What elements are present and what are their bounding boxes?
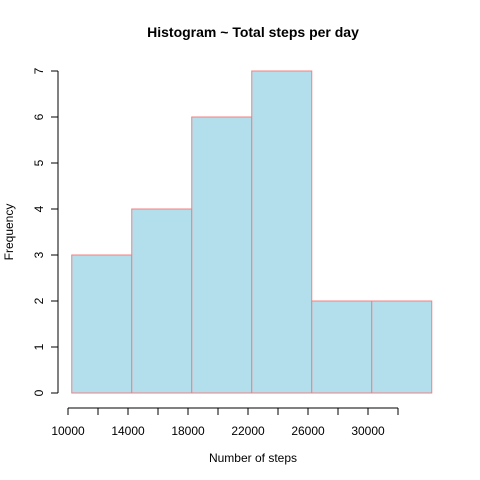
x-tick-label-4: 26000 (291, 424, 325, 438)
x-tick-label-1: 14000 (111, 424, 145, 438)
y-tick-label-5: 5 (32, 159, 46, 166)
y-tick-label-3: 3 (32, 251, 46, 258)
x-tick-label-0: 10000 (51, 424, 85, 438)
histogram-bar-6 (371, 300, 433, 394)
chart-title: Histogram ~ Total steps per day (147, 24, 359, 40)
y-tick-label-2: 2 (32, 297, 46, 304)
y-tick-label-6: 6 (32, 113, 46, 120)
histogram-bar-3 (191, 116, 253, 394)
y-tick-label-4: 4 (32, 205, 46, 212)
histogram-bar-5 (311, 300, 373, 394)
x-tick-label-2: 18000 (171, 424, 205, 438)
x-axis-label: Number of steps (209, 451, 297, 465)
histogram-bar-2 (131, 208, 193, 394)
bars-group (71, 70, 433, 394)
x-tick-label-5: 30000 (351, 424, 385, 438)
y-tick-label-7: 7 (32, 67, 46, 74)
histogram-bar-1 (71, 254, 133, 394)
y-axis: 0 1 2 3 4 5 6 7 (32, 67, 59, 396)
x-tick-label-3: 22000 (231, 424, 265, 438)
y-tick-label-1: 1 (32, 343, 46, 350)
y-axis-label: Frequency (2, 204, 16, 261)
histogram-bar-4 (251, 70, 313, 394)
y-tick-label-0: 0 (32, 389, 46, 396)
x-axis: 10000 14000 18000 22000 26000 30000 (51, 407, 399, 438)
